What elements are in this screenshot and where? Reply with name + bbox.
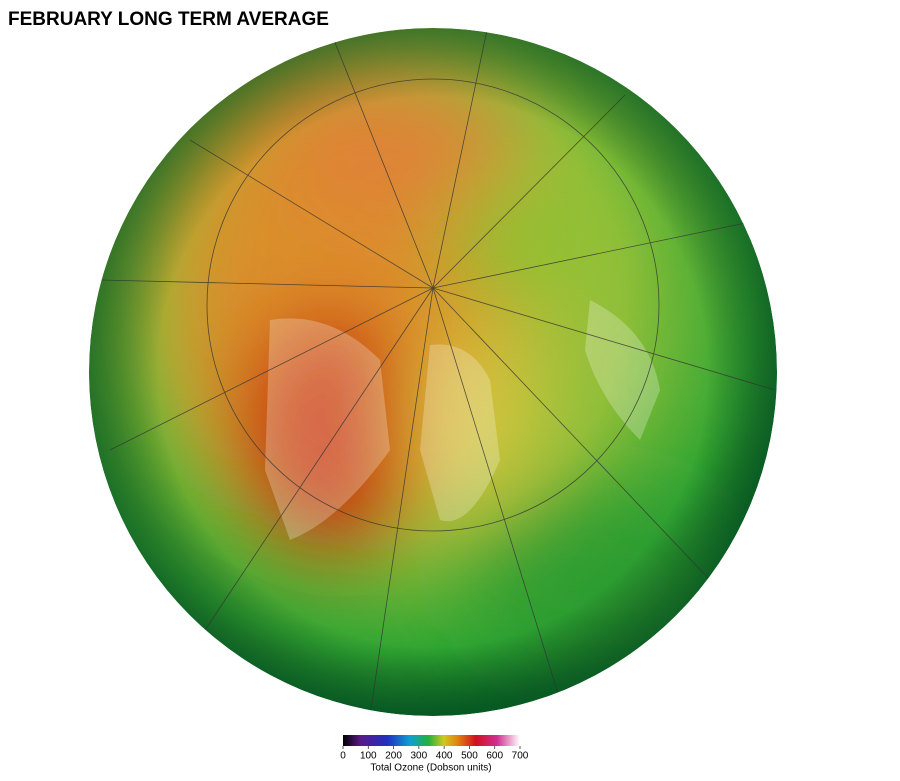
- colorbar-tick-label: 500: [461, 751, 478, 762]
- colorbar-tick-label: 300: [411, 751, 428, 762]
- colorbar-tick-label: 100: [360, 751, 377, 762]
- colorbar-ticks: 0 100 200 300 400 500 600 700: [340, 746, 529, 762]
- colorbar-tick-label: 400: [436, 751, 453, 762]
- colorbar-tick-label: 700: [512, 751, 529, 762]
- colorbar-tick-label: 200: [385, 751, 402, 762]
- colorbar-label: Total Ozone (Dobson units): [370, 763, 491, 774]
- colorbar: [343, 735, 520, 746]
- globe: [89, 28, 777, 716]
- colorbar-tick-label: 600: [486, 751, 503, 762]
- title: FEBRUARY LONG TERM AVERAGE: [8, 9, 329, 30]
- colorbar-tick-label: 0: [340, 751, 346, 762]
